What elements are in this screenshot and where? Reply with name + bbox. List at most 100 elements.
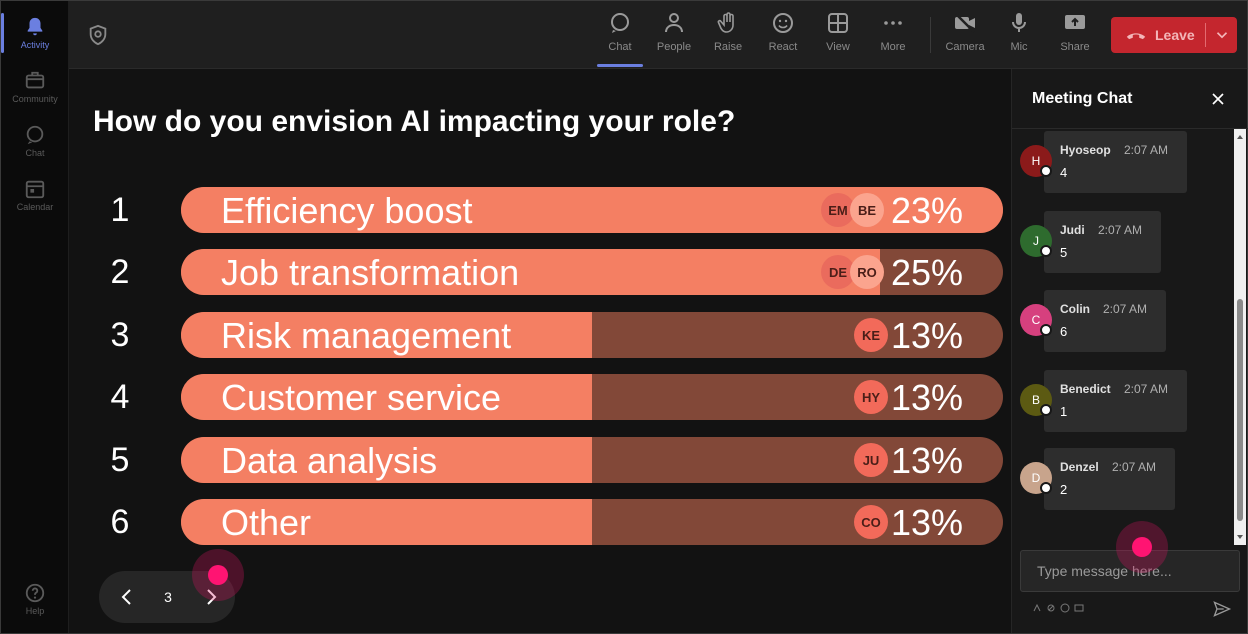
- result-bar: Data analysis JU 13%: [181, 437, 1003, 483]
- toolbar-label: React: [768, 41, 798, 53]
- chat-message[interactable]: Hyoseop 2:07 AM 4: [1044, 131, 1187, 193]
- poll-option-row[interactable]: 2 Job transformation DE RO 25%: [69, 249, 1011, 297]
- microphone-icon: [1012, 13, 1026, 32]
- toolbar-mic-button[interactable]: Mic: [994, 11, 1044, 63]
- toolbar-people-button[interactable]: People: [649, 11, 699, 63]
- chevron-right-icon[interactable]: [199, 585, 223, 609]
- sender-name: Benedict: [1060, 382, 1111, 396]
- avatar-initial: C: [1031, 313, 1041, 327]
- poll-option-row[interactable]: 1 Efficiency boost EM BE 23%: [69, 187, 1011, 235]
- sender-avatar[interactable]: H: [1020, 145, 1052, 177]
- message-compose-box[interactable]: [1020, 550, 1240, 592]
- sender-avatar[interactable]: J: [1020, 225, 1052, 257]
- result-bar: Customer service HY 13%: [181, 374, 1003, 420]
- option-number: 6: [110, 503, 130, 541]
- chat-message[interactable]: Colin 2:07 AM 6: [1044, 290, 1166, 352]
- message-timestamp: 2:07 AM: [1098, 223, 1143, 237]
- rail-item-help[interactable]: Help: [5, 573, 65, 625]
- scroll-up-icon[interactable]: [1236, 133, 1244, 141]
- message-timestamp: 2:07 AM: [1112, 460, 1157, 474]
- scrollbar-thumb[interactable]: [1237, 299, 1243, 521]
- option-label: Risk management: [221, 315, 512, 356]
- sender-avatar[interactable]: B: [1020, 384, 1052, 416]
- result-bar: Other CO 13%: [181, 499, 1003, 545]
- result-bar-fill: [181, 499, 592, 545]
- toolbar-label: Share: [1060, 41, 1090, 53]
- rail-item-calendar[interactable]: Calendar: [5, 169, 65, 221]
- message-input[interactable]: [1021, 551, 1239, 591]
- chat-header: Meeting Chat: [1012, 69, 1248, 129]
- shield-icon[interactable]: [87, 23, 109, 47]
- chat-message[interactable]: Denzel 2:07 AM 2: [1044, 448, 1175, 510]
- format-icon[interactable]: [1032, 603, 1042, 613]
- leave-divider: [1205, 23, 1206, 47]
- voter-avatar: EM: [821, 193, 855, 227]
- poll-option-row[interactable]: 5 Data analysis JU 13%: [69, 437, 1011, 485]
- toolbar-chat-button[interactable]: Chat: [595, 11, 645, 67]
- presence-status-icon: [1040, 245, 1052, 257]
- result-bar: Job transformation DE RO 25%: [181, 249, 1003, 295]
- rail-label: Activity: [20, 40, 50, 50]
- toolbar-more-button[interactable]: More: [868, 11, 918, 63]
- emoji-icon[interactable]: [1060, 603, 1070, 613]
- sender-avatar[interactable]: C: [1020, 304, 1052, 336]
- sender-avatar[interactable]: D: [1020, 462, 1052, 494]
- share-screen-icon: [1065, 15, 1085, 29]
- chat-message[interactable]: Judi 2:07 AM 5: [1044, 211, 1161, 273]
- raise-hand-icon: [717, 12, 734, 33]
- message-text: 6: [1060, 324, 1068, 339]
- avatar-initial: H: [1031, 154, 1041, 168]
- rail-label: Help: [25, 606, 45, 616]
- rail-item-activity[interactable]: Activity: [1, 7, 65, 59]
- chat-message-list[interactable]: Hyoseop 2:07 AM 4 H Judi 2:07 AM 5 J Colin 2:07 A…: [1012, 129, 1234, 545]
- close-icon[interactable]: [1208, 89, 1228, 109]
- chat-scrollbar[interactable]: [1234, 129, 1246, 545]
- avatar-initial: B: [1031, 393, 1040, 407]
- poll-question: How do you envision AI impacting your ro…: [93, 105, 736, 138]
- option-number: 2: [110, 253, 130, 291]
- chat-message[interactable]: Benedict 2:07 AM 1: [1044, 370, 1187, 432]
- scroll-down-icon[interactable]: [1236, 533, 1244, 541]
- message-text: 5: [1060, 245, 1068, 260]
- voter-avatar: JU: [854, 443, 888, 477]
- toolbar-raise-button[interactable]: Raise: [703, 11, 753, 63]
- left-rail: Activity Community Chat Calendar Help: [1, 1, 69, 633]
- option-number: 1: [110, 191, 130, 229]
- chevron-down-icon[interactable]: [1213, 26, 1231, 44]
- voter-avatar: KE: [854, 318, 888, 352]
- message-text: 2: [1060, 482, 1068, 497]
- hang-up-icon: [1126, 33, 1146, 40]
- toolbar-divider: [930, 17, 931, 53]
- chevron-left-icon[interactable]: [115, 585, 139, 609]
- attach-icon[interactable]: [1046, 603, 1056, 613]
- result-bar: Risk management KE 13%: [181, 312, 1003, 358]
- send-icon[interactable]: [1212, 599, 1232, 619]
- message-text: 1: [1060, 404, 1068, 419]
- result-bar: Efficiency boost EM BE 23%: [181, 187, 1003, 233]
- result-bar-fill: [181, 249, 880, 295]
- person-icon: [665, 13, 683, 33]
- option-label: Other: [221, 502, 312, 543]
- poll-option-row[interactable]: 6 Other CO 13%: [69, 499, 1011, 547]
- voter-avatar: HY: [854, 380, 888, 414]
- poll-option-row[interactable]: 4 Customer service HY 13%: [69, 374, 1011, 422]
- rail-item-community[interactable]: Community: [5, 61, 65, 113]
- leave-button[interactable]: Leave: [1111, 17, 1237, 53]
- rail-item-chat[interactable]: Chat: [5, 115, 65, 167]
- rail-label: Chat: [25, 148, 45, 158]
- toolbar-label: Mic: [1010, 41, 1028, 53]
- toolbar-share-button[interactable]: Share: [1050, 11, 1100, 63]
- toolbar-react-button[interactable]: React: [758, 11, 808, 63]
- calendar-icon: [25, 180, 45, 199]
- toolbar-view-button[interactable]: View: [813, 11, 863, 63]
- presence-status-icon: [1040, 324, 1052, 336]
- sender-name: Hyoseop: [1060, 143, 1111, 157]
- poll-option-row[interactable]: 3 Risk management KE 13%: [69, 312, 1011, 360]
- gif-icon[interactable]: [1074, 603, 1084, 613]
- message-timestamp: 2:07 AM: [1124, 382, 1169, 396]
- toolbar-label: View: [826, 41, 850, 53]
- toolbar-label: Raise: [713, 41, 743, 53]
- toolbar-label: People: [656, 41, 692, 53]
- toolbar-camera-button[interactable]: Camera: [940, 11, 990, 63]
